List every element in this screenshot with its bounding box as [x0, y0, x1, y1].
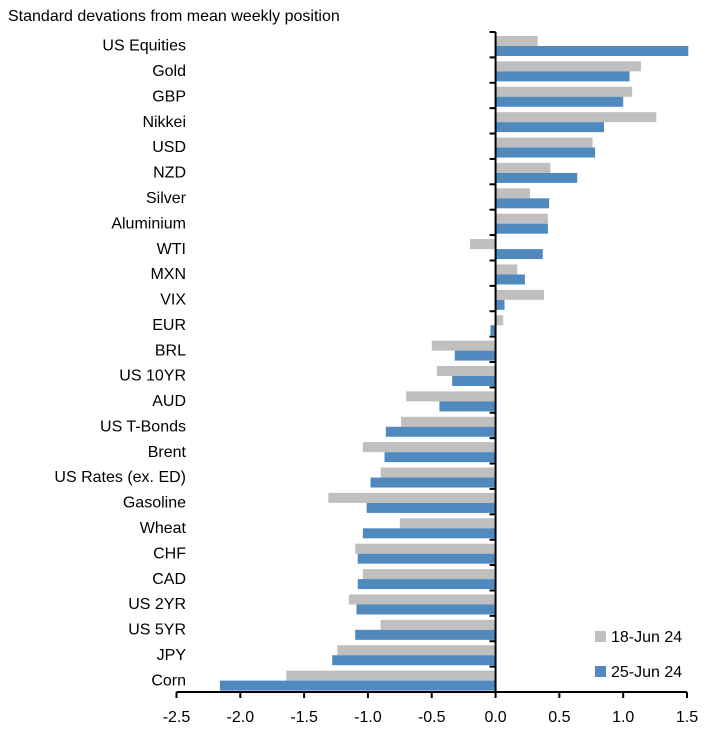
bar-25-jun — [495, 274, 525, 285]
bar-18-jun — [436, 366, 496, 376]
category-label: GBP — [152, 88, 186, 105]
category-label: NZD — [153, 165, 186, 182]
bar-25-jun — [357, 553, 496, 564]
bar-25-jun — [355, 629, 496, 640]
category-label: Gold — [152, 63, 186, 80]
bar-18-jun — [495, 36, 538, 46]
category-label: JPY — [157, 647, 187, 664]
bar-25-jun — [366, 502, 496, 513]
bar-25-jun — [495, 147, 596, 158]
bar-18-jun — [495, 112, 657, 123]
category-label: WTI — [157, 241, 186, 258]
bar-18-jun — [495, 137, 593, 148]
x-tick-label: -1.0 — [354, 709, 382, 726]
bar-25-jun — [452, 376, 496, 386]
bar-25-jun — [495, 122, 605, 133]
category-label: Aluminium — [111, 215, 186, 232]
category-label: Nikkei — [142, 114, 186, 131]
bar-18-jun — [380, 619, 496, 630]
x-tick-label: -2.5 — [163, 709, 191, 726]
bar-25-jun — [332, 655, 496, 666]
bar-18-jun — [348, 594, 496, 605]
category-label: US 5YR — [128, 622, 186, 639]
bar-18-jun — [470, 239, 496, 250]
bar-25-jun — [384, 452, 496, 463]
legend-label: 18-Jun 24 — [611, 629, 682, 646]
bar-18-jun — [495, 162, 551, 173]
bar-18-jun — [362, 569, 496, 580]
x-tick-label: -2.0 — [227, 709, 255, 726]
category-label: US 10YR — [119, 368, 186, 385]
bar-25-jun — [495, 46, 689, 56]
bar-25-jun — [490, 325, 496, 336]
bar-18-jun — [380, 467, 496, 478]
bar-18-jun — [431, 340, 496, 351]
category-label: US T-Bonds — [100, 418, 186, 435]
bar-25-jun — [370, 477, 496, 488]
category-label: EUR — [152, 317, 186, 334]
legend-label: 25-Jun 24 — [611, 664, 682, 681]
bar-18-jun — [495, 289, 545, 300]
bar-25-jun — [495, 249, 543, 260]
chart-title: Standard devations from mean weekly posi… — [8, 8, 340, 25]
category-label: AUD — [152, 393, 186, 410]
bar-25-jun — [495, 198, 550, 209]
bar-25-jun — [219, 680, 496, 691]
category-label: CHF — [153, 545, 186, 562]
bar-18-jun — [406, 391, 496, 402]
x-tick-label: 0.5 — [548, 709, 570, 726]
bar-18-jun — [495, 86, 633, 97]
x-tick-label: 1.5 — [676, 709, 698, 726]
bar-25-jun — [357, 579, 496, 590]
bar-18-jun — [495, 315, 504, 326]
legend-swatch — [595, 631, 606, 642]
category-label: Wheat — [140, 520, 187, 537]
category-label: US Rates (ex. ED) — [54, 469, 186, 486]
category-label: VIX — [160, 292, 186, 309]
bar-18-jun — [328, 492, 496, 503]
bar-25-jun — [495, 172, 578, 183]
category-label: Corn — [151, 672, 186, 689]
category-label: BRL — [155, 342, 186, 359]
x-tick-label: -0.5 — [418, 709, 446, 726]
category-label: US 2YR — [128, 596, 186, 613]
bar-25-jun — [362, 528, 496, 539]
category-label: Silver — [146, 190, 187, 207]
bar-18-jun — [286, 670, 496, 681]
bar-18-jun — [401, 416, 496, 427]
bar-18-jun — [495, 264, 518, 275]
category-label: USD — [152, 139, 186, 156]
x-tick-label: 0.0 — [484, 709, 506, 726]
bar-25-jun — [439, 401, 496, 412]
bar-25-jun — [356, 604, 496, 615]
bar-18-jun — [355, 543, 496, 554]
category-label: Brent — [148, 444, 187, 461]
x-tick-label: 1.0 — [612, 709, 634, 726]
bar-25-jun — [495, 299, 505, 310]
x-tick-label: -1.5 — [290, 709, 318, 726]
category-label: Gasoline — [123, 495, 186, 512]
bar-25-jun — [495, 71, 630, 82]
bar-18-jun — [495, 61, 642, 72]
bar-18-jun — [399, 518, 496, 529]
category-label: MXN — [150, 266, 186, 283]
bar-18-jun — [337, 645, 496, 656]
bar-18-jun — [362, 442, 496, 453]
bar-25-jun — [495, 223, 548, 234]
bar-25-jun — [385, 426, 496, 437]
bar-25-jun — [454, 350, 496, 361]
bar-18-jun — [495, 213, 548, 224]
bar-18-jun — [495, 188, 531, 199]
category-label: CAD — [152, 571, 186, 588]
category-label: US Equities — [102, 38, 186, 55]
bar-25-jun — [495, 96, 624, 107]
legend-swatch — [595, 666, 606, 677]
